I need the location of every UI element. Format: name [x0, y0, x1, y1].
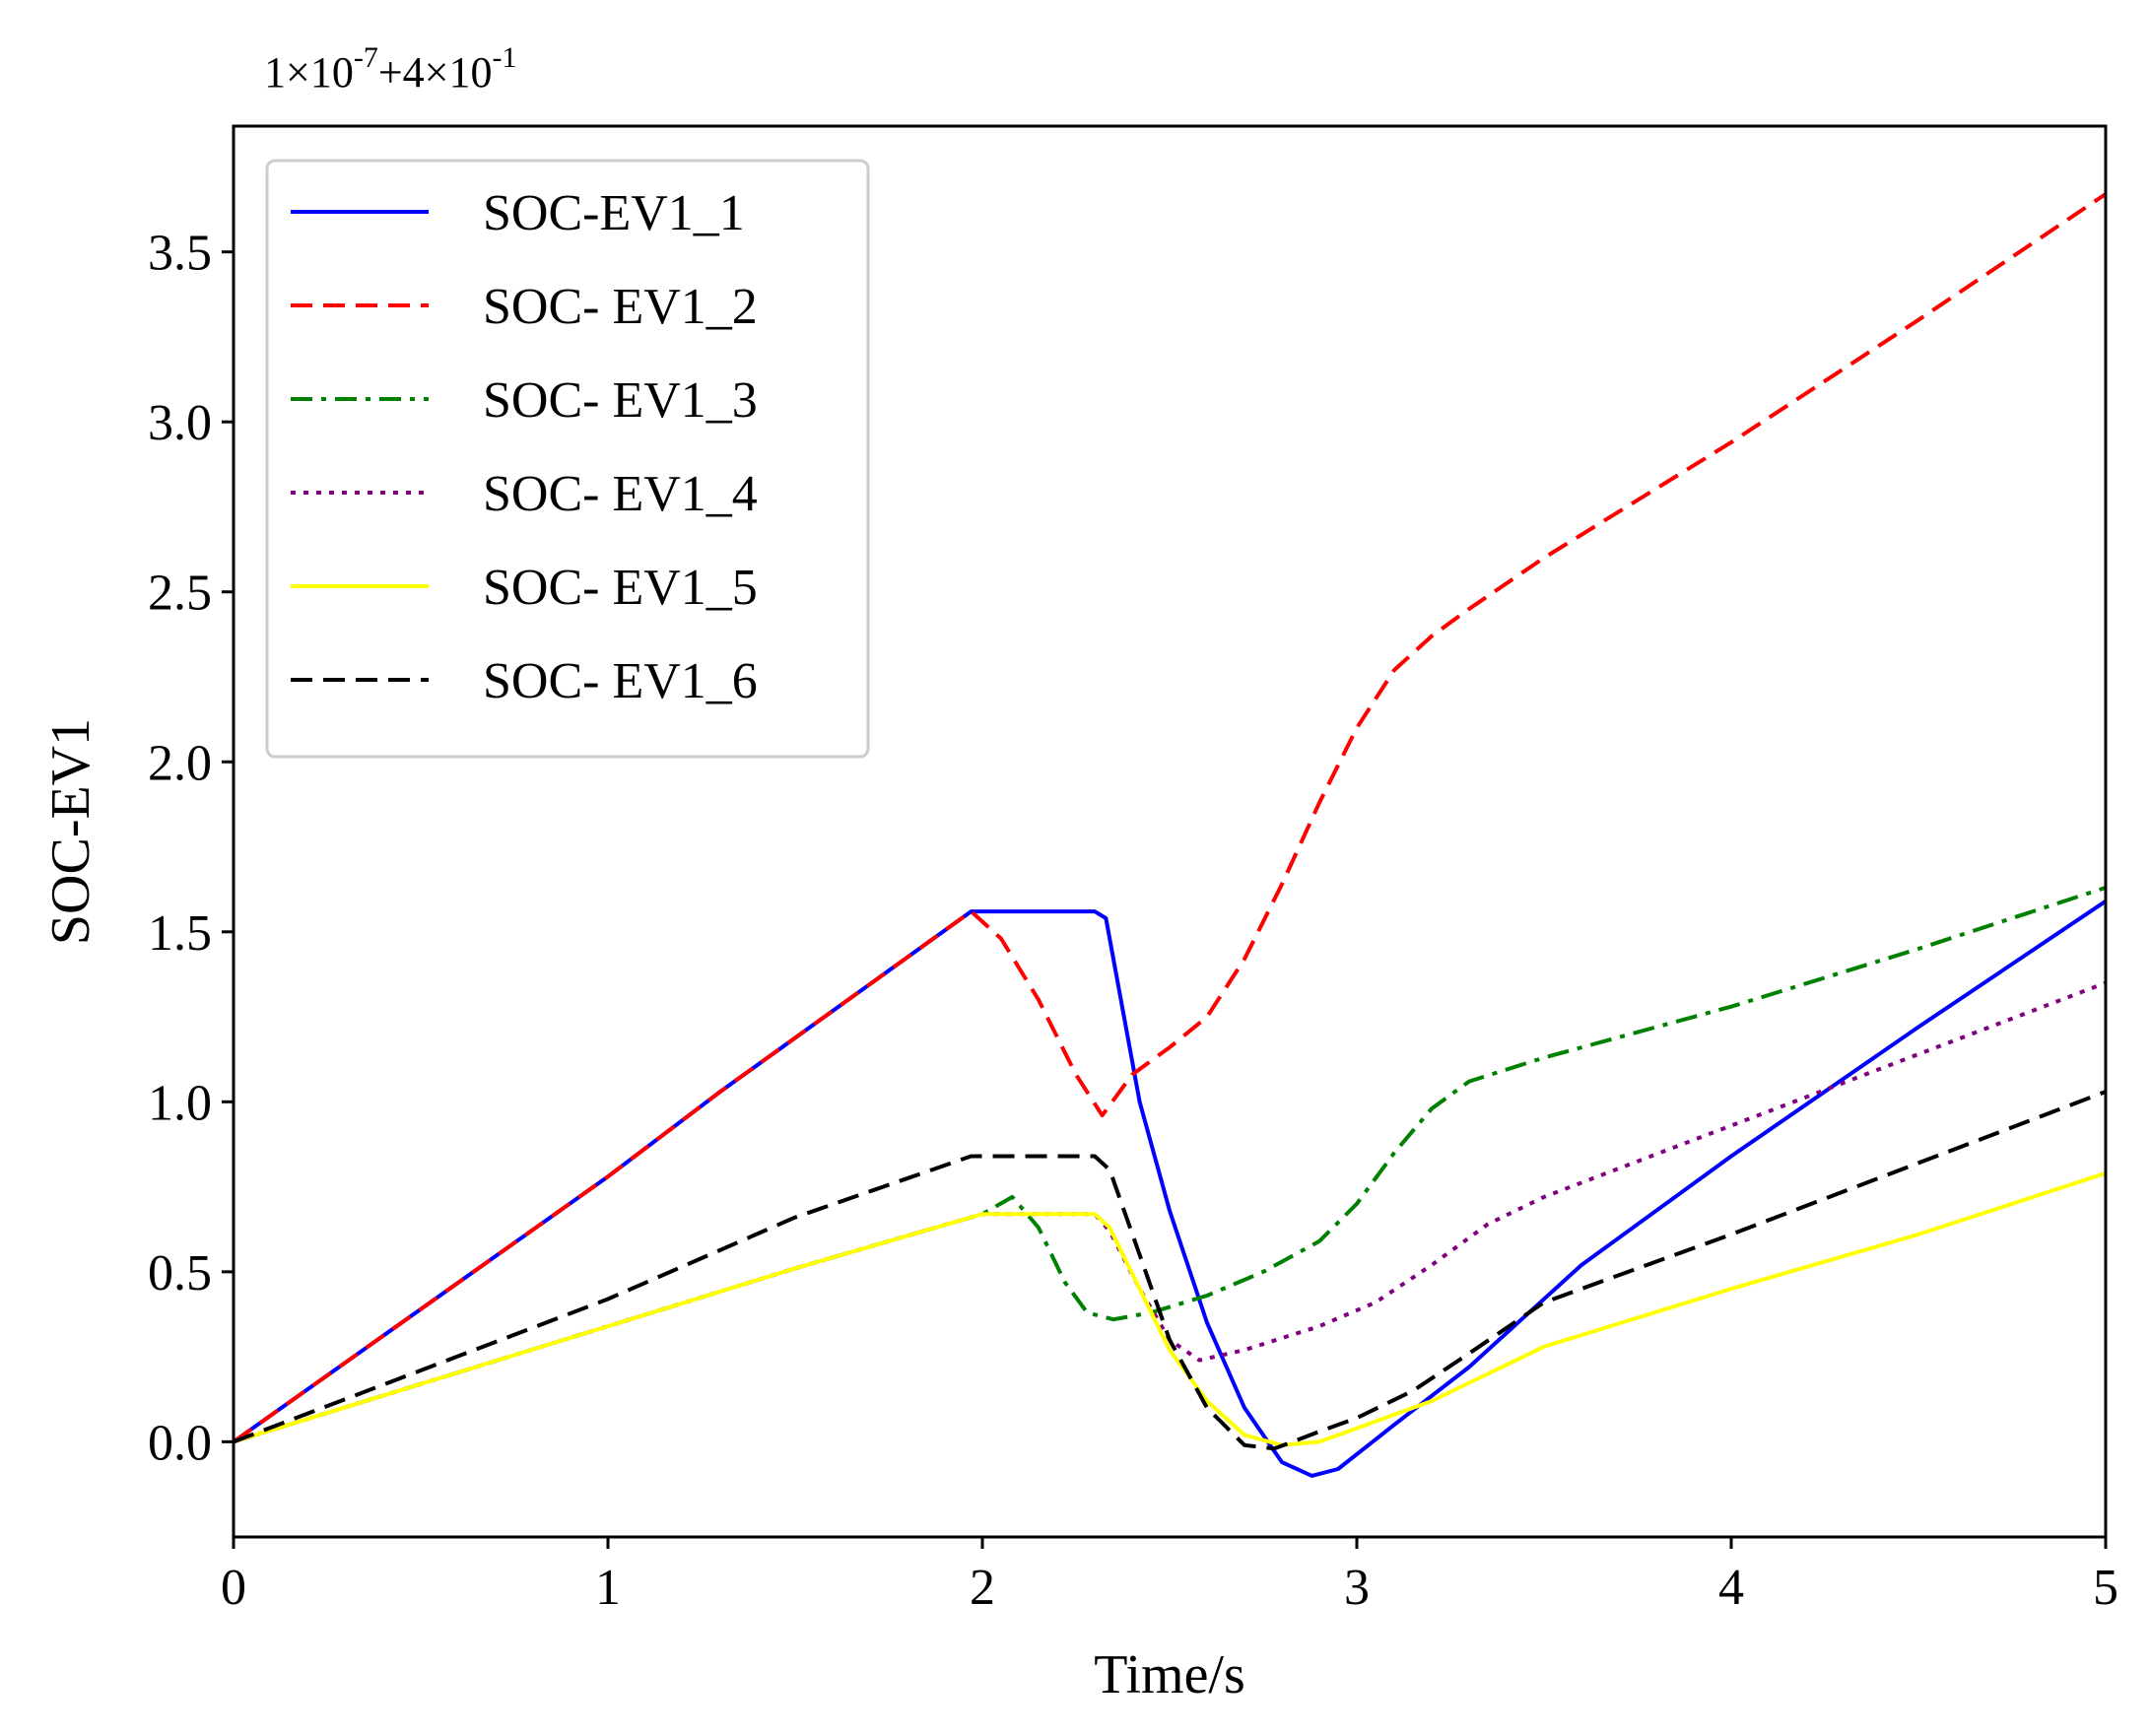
- legend-label-1: SOC-EV1_1: [483, 185, 745, 241]
- offset-label: 1×10-7+4×10-1: [264, 41, 516, 97]
- offset-base: 1×10: [264, 48, 354, 97]
- legend-label-3: SOC- EV1_3: [483, 372, 758, 429]
- legend-label-2: SOC- EV1_2: [483, 279, 758, 335]
- y-tick-label: 1.5: [148, 905, 212, 962]
- y-tick-label: 0.0: [148, 1415, 212, 1471]
- series-line-2: [232, 192, 2108, 1444]
- x-tick-label: 5: [2093, 1560, 2118, 1616]
- y-tick-label: 0.5: [148, 1245, 212, 1302]
- y-tick-label: 3.5: [148, 226, 212, 282]
- series-line-6: [233, 1090, 2107, 1451]
- offset-exp-2: -1: [492, 41, 516, 74]
- x-tick-label: 2: [970, 1560, 995, 1616]
- y-tick-label: 2.5: [148, 566, 212, 622]
- legend-box: [265, 159, 870, 759]
- x-tick-label: 3: [1344, 1560, 1370, 1616]
- series-layer: [232, 192, 2108, 1478]
- legend: SOC-EV1_1 SOC- EV1_2 SOC- EV1_3 SOC- EV1_4 S…: [265, 159, 870, 759]
- y-tick-label: 2.0: [148, 735, 212, 791]
- x-axis-label: Time/s: [1094, 1644, 1245, 1705]
- series-line-3: [233, 885, 2107, 1444]
- y-tick-label: 3.0: [148, 395, 212, 451]
- series-line-1: [232, 900, 2108, 1478]
- y-tick-label: 1.0: [148, 1075, 212, 1131]
- series-line-5: [233, 1170, 2107, 1447]
- plot-frame: [232, 124, 2108, 1539]
- ticks-layer: 0 1 2 3 4 5 0.0 0.5 1.0 1.5 2.0 2.5 3.0 3.5: [148, 226, 2118, 1616]
- x-tick-label: 1: [595, 1560, 621, 1616]
- x-tick-label: 4: [1718, 1560, 1744, 1616]
- offset-mid: +4×10: [378, 48, 493, 97]
- legend-label-5: SOC- EV1_5: [483, 560, 758, 616]
- y-axis-label: SOC-EV1: [40, 718, 101, 945]
- legend-label-6: SOC- EV1_6: [483, 653, 758, 709]
- offset-exp-1: -7: [354, 41, 378, 74]
- legend-label-4: SOC- EV1_4: [483, 466, 758, 522]
- x-tick-label: 0: [221, 1560, 246, 1616]
